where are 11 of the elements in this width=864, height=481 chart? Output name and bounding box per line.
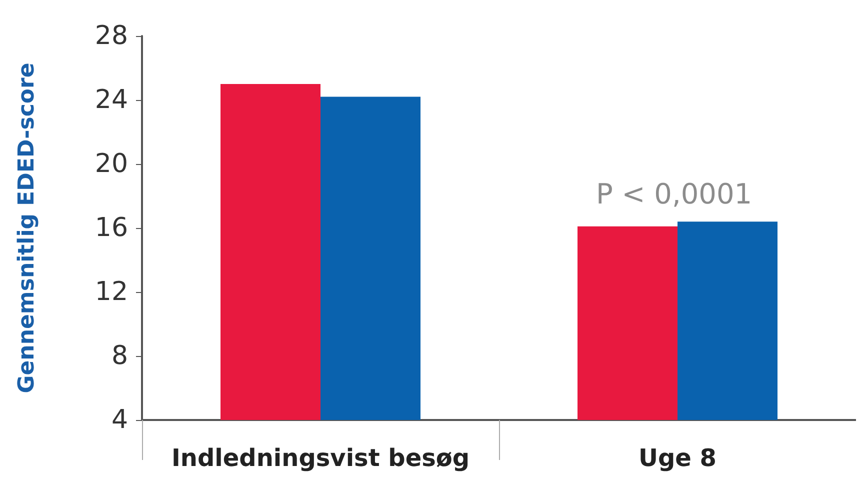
y-tick-label: 4: [111, 405, 128, 435]
annotation: P < 0,0001: [596, 178, 752, 210]
y-tick-label: 20: [94, 149, 128, 179]
y-tick-label: 12: [94, 277, 128, 307]
y-tick-label: 16: [94, 213, 128, 243]
y-axis-title: Gennemsnitlig EDED-score: [14, 62, 40, 394]
y-tick-label: 24: [94, 85, 128, 115]
x-tick-label: Indledningsvist besøg: [171, 444, 470, 472]
y-tick-label: 28: [94, 21, 128, 51]
x-tick-label: Uge 8: [638, 444, 716, 472]
y-tick-label: 8: [111, 341, 128, 371]
